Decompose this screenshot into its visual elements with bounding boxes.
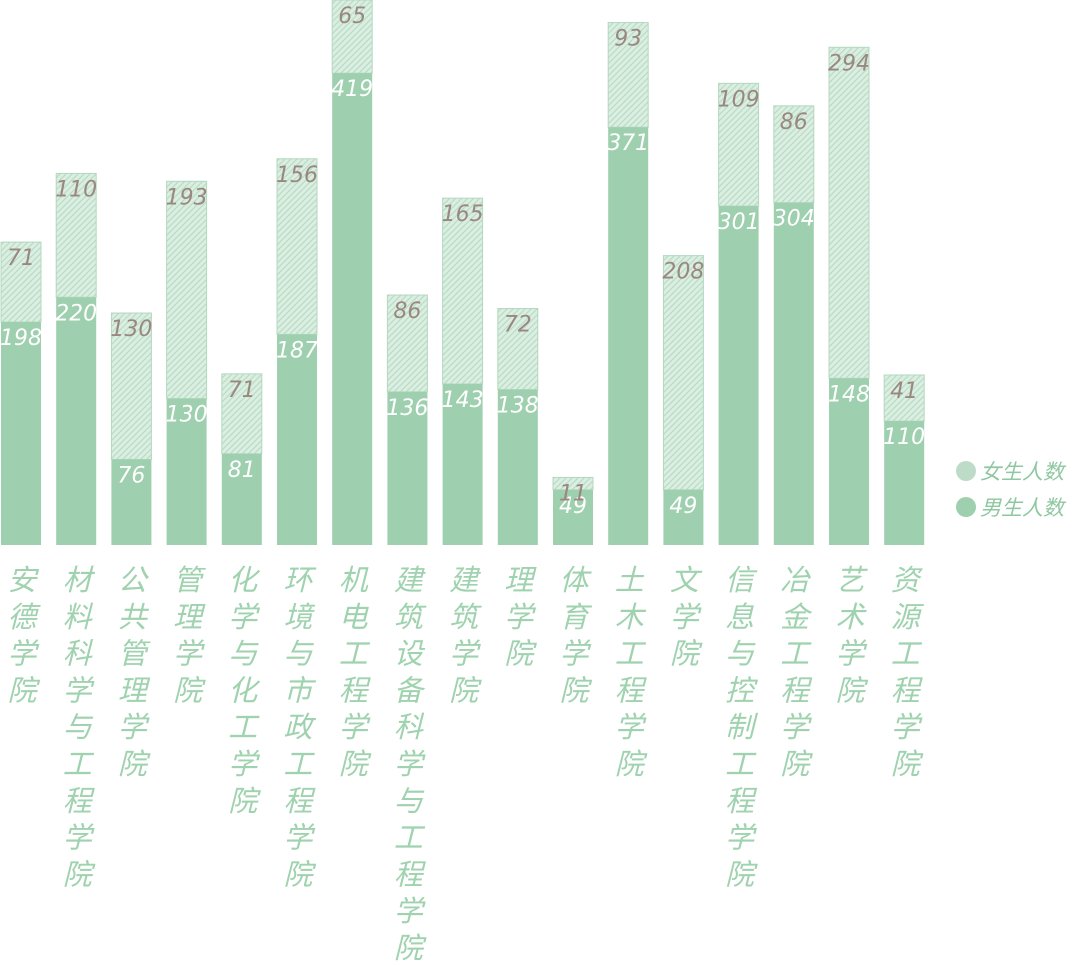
female-value-label: 71 — [7, 246, 35, 271]
category-label: 材料科学与工程学院 — [63, 563, 96, 891]
bar-female-segment — [331, 0, 373, 74]
legend-item-male: 男生人数 — [956, 496, 1067, 520]
female-value-label: 130 — [110, 317, 152, 342]
female-value-label: 165 — [442, 202, 484, 227]
female-value-label: 71 — [228, 378, 256, 403]
legend-label: 女生人数 — [980, 460, 1067, 484]
male-value-label: 136 — [386, 396, 428, 421]
male-value-label: 110 — [883, 425, 925, 450]
male-value-label: 76 — [117, 463, 145, 488]
bar-female-segment — [773, 105, 815, 204]
female-value-label: 208 — [662, 260, 704, 285]
bar-male-segment — [553, 489, 593, 545]
category-label: 体育学院 — [559, 563, 592, 707]
male-value-label: 148 — [828, 382, 870, 407]
female-value-label: 156 — [276, 163, 318, 188]
male-value-label: 187 — [276, 338, 318, 363]
category-labels-layer: 安德学院材料科学与工程学院公共管理学院管理学院化学与化工学院环境与市政工程学院机… — [7, 563, 924, 965]
bar-male-segment — [442, 383, 483, 545]
bar-female-segment — [386, 294, 428, 393]
category-label: 安德学院 — [7, 563, 41, 707]
value-labels-layer: 198 71 220 110 76 130 130 193 81 71 187 156 419 65 136… — [0, 4, 925, 519]
male-value-label: 301 — [718, 210, 760, 235]
female-value-label: 193 — [166, 185, 208, 210]
male-value-label: 49 — [669, 494, 697, 519]
bar-female-segment — [662, 255, 704, 491]
male-value-label: 143 — [442, 388, 484, 413]
bar-male-segment — [56, 297, 97, 545]
male-value-label: 81 — [228, 458, 256, 483]
category-label: 土木工程学院 — [615, 563, 648, 781]
category-label: 理学院 — [504, 563, 537, 671]
bar-male-segment — [166, 398, 207, 545]
category-label: 艺术学院 — [835, 563, 868, 707]
male-value-label: 371 — [607, 131, 649, 156]
category-label: 冶金工程学院 — [780, 563, 813, 781]
bar-male-segment — [332, 73, 373, 546]
male-value-label: 49 — [559, 494, 587, 519]
category-label: 信息与控制工程学院 — [725, 563, 758, 891]
bar-female-segment — [883, 374, 925, 422]
bar-female-segment — [442, 197, 484, 385]
bar-male-segment — [1, 322, 41, 545]
bar-male-segment — [608, 127, 649, 546]
bar-female-segment — [828, 46, 870, 379]
category-label: 资源工程学院 — [891, 563, 925, 781]
category-label: 管理学院 — [173, 563, 206, 707]
bar-male-segment — [663, 489, 704, 545]
legend-marker-female — [956, 461, 976, 481]
bar-female-segment — [55, 172, 97, 298]
bar-female-segment — [166, 180, 208, 400]
female-value-label: 110 — [55, 177, 97, 202]
female-value-label: 294 — [828, 51, 870, 76]
legend-marker-male — [956, 497, 976, 517]
female-value-label: 109 — [718, 87, 760, 112]
female-value-label: 65 — [338, 4, 366, 29]
bar-male-segment — [221, 453, 262, 545]
male-value-label: 198 — [0, 326, 42, 351]
bar-male-segment — [387, 391, 428, 545]
male-value-label: 220 — [55, 301, 97, 326]
legend-item-female: 女生人数 — [956, 460, 1067, 484]
bar-male-segment — [773, 202, 814, 545]
male-value-label: 419 — [331, 77, 373, 102]
bar-male-segment — [829, 378, 869, 545]
bar-male-segment — [277, 334, 317, 545]
category-label: 公共管理学院 — [118, 563, 151, 781]
female-value-label: 93 — [614, 27, 642, 52]
male-value-label: 304 — [773, 207, 815, 232]
bar-female-segment — [0, 241, 42, 323]
category-label: 化学与化工学院 — [228, 563, 261, 818]
category-label: 建筑学院 — [449, 563, 482, 707]
female-value-label: 11 — [559, 481, 587, 506]
bar-male-segment — [111, 459, 152, 545]
female-value-label: 86 — [393, 299, 421, 324]
male-value-label: 130 — [166, 403, 208, 428]
bar-female-segment — [497, 308, 539, 391]
category-label: 文学院 — [670, 563, 703, 671]
category-label: 环境与市政工程学院 — [283, 563, 316, 891]
category-label: 建筑设备科学与工程学院 — [394, 563, 427, 965]
bar-male-segment — [884, 421, 925, 545]
male-value-label: 138 — [497, 394, 539, 419]
bar-female-segment — [110, 312, 152, 460]
bars-layer — [0, 0, 925, 546]
bar-male-segment — [718, 206, 759, 545]
bar-female-segment — [718, 82, 760, 207]
female-value-label: 72 — [504, 313, 532, 338]
female-value-label: 86 — [780, 110, 808, 135]
bar-male-segment — [497, 389, 538, 545]
female-value-label: 41 — [890, 379, 918, 404]
category-label: 机电工程学院 — [339, 563, 372, 781]
legend-label: 男生人数 — [980, 496, 1067, 520]
